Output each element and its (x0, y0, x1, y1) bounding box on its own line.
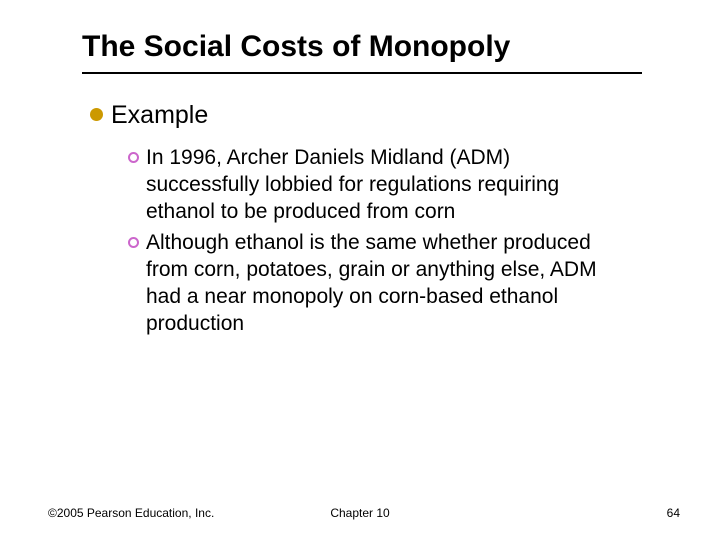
footer-copyright: ©2005 Pearson Education, Inc. (48, 506, 214, 520)
bullet-level2: Although ethanol is the same whether pro… (128, 230, 660, 338)
footer-chapter: Chapter 10 (330, 506, 389, 520)
title-underline (82, 72, 642, 74)
level2-text: Although ethanol is the same whether pro… (146, 230, 626, 338)
circle-bullet-icon (128, 237, 139, 248)
level1-text: Example (111, 100, 208, 131)
footer-page-number: 64 (667, 506, 680, 520)
circle-bullet-icon (128, 152, 139, 163)
slide-title: The Social Costs of Monopoly (82, 30, 660, 64)
slide-footer: ©2005 Pearson Education, Inc. Chapter 10… (0, 506, 720, 520)
slide-container: The Social Costs of Monopoly Example In … (0, 0, 720, 540)
bullet-level1: Example (90, 100, 660, 131)
bullet-level2: In 1996, Archer Daniels Midland (ADM) su… (128, 145, 660, 226)
disc-bullet-icon (90, 108, 103, 121)
level2-text: In 1996, Archer Daniels Midland (ADM) su… (146, 145, 626, 226)
